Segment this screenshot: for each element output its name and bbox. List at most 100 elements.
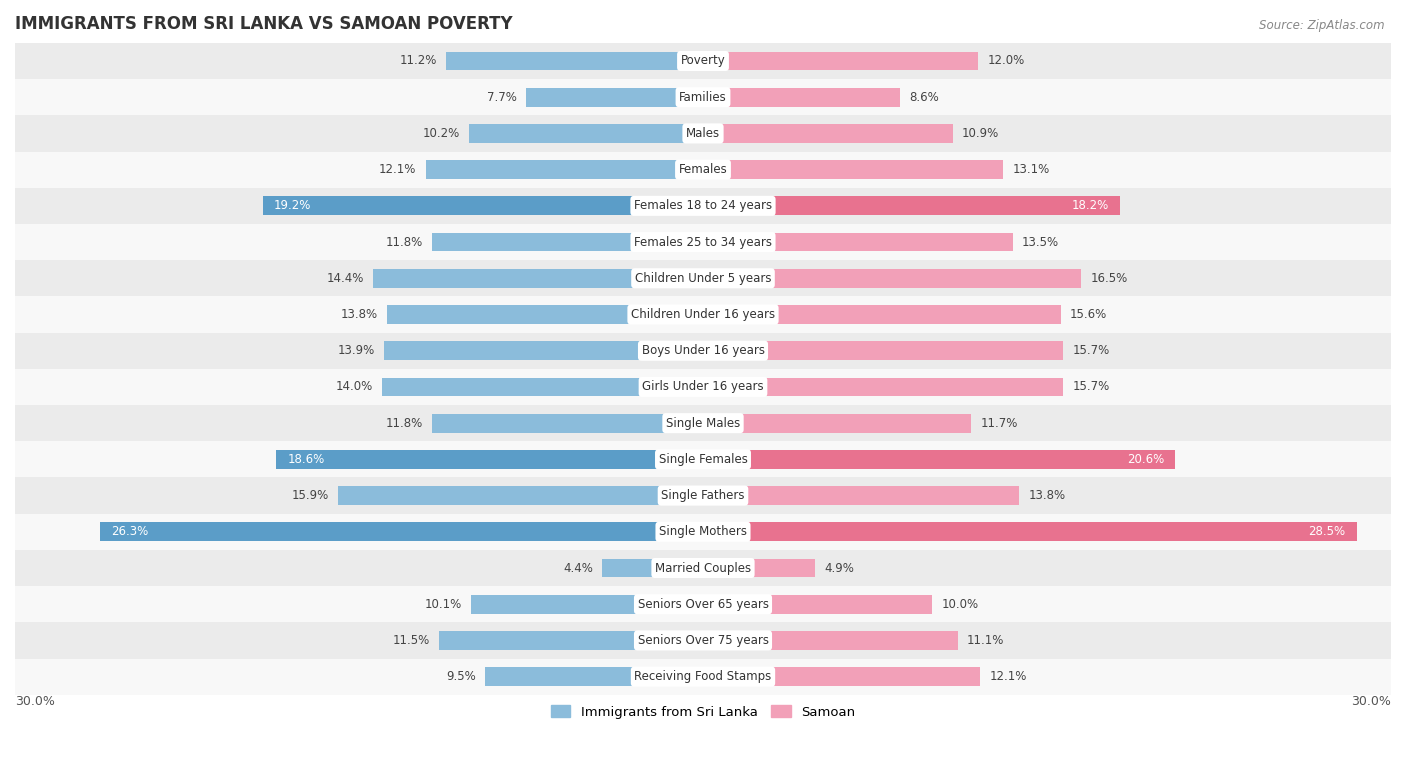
Bar [339, 486, 703, 505]
Text: Females: Females [679, 163, 727, 176]
Bar [277, 450, 703, 468]
Bar [703, 595, 932, 614]
Text: Source: ZipAtlas.com: Source: ZipAtlas.com [1260, 19, 1385, 32]
Bar [439, 631, 703, 650]
Text: Females 25 to 34 years: Females 25 to 34 years [634, 236, 772, 249]
Bar [15, 333, 1391, 369]
Text: 19.2%: 19.2% [274, 199, 312, 212]
Bar [15, 79, 1391, 115]
Bar [387, 305, 703, 324]
Text: 14.4%: 14.4% [326, 272, 364, 285]
Bar [703, 52, 979, 70]
Text: 13.1%: 13.1% [1012, 163, 1050, 176]
Bar [15, 622, 1391, 659]
Bar [703, 667, 980, 686]
Text: 10.0%: 10.0% [942, 598, 979, 611]
Bar [703, 233, 1012, 252]
Bar [15, 586, 1391, 622]
Text: Poverty: Poverty [681, 55, 725, 67]
Bar [15, 115, 1391, 152]
Bar [703, 196, 1121, 215]
Text: 18.6%: 18.6% [288, 453, 325, 466]
Legend: Immigrants from Sri Lanka, Samoan: Immigrants from Sri Lanka, Samoan [546, 700, 860, 724]
Bar [703, 559, 815, 578]
Bar [703, 88, 900, 107]
Text: Seniors Over 75 years: Seniors Over 75 years [637, 634, 769, 647]
Text: Single Fathers: Single Fathers [661, 489, 745, 502]
Text: 10.1%: 10.1% [425, 598, 463, 611]
Text: 28.5%: 28.5% [1308, 525, 1346, 538]
Bar [15, 188, 1391, 224]
Text: 11.8%: 11.8% [387, 236, 423, 249]
Text: Single Females: Single Females [658, 453, 748, 466]
Text: 18.2%: 18.2% [1071, 199, 1109, 212]
Bar [433, 414, 703, 433]
Text: Seniors Over 65 years: Seniors Over 65 years [637, 598, 769, 611]
Bar [263, 196, 703, 215]
Text: 15.6%: 15.6% [1070, 308, 1107, 321]
Text: Girls Under 16 years: Girls Under 16 years [643, 381, 763, 393]
Bar [703, 414, 972, 433]
Text: 8.6%: 8.6% [910, 91, 939, 104]
Bar [703, 124, 953, 143]
Text: 13.8%: 13.8% [340, 308, 377, 321]
Text: 14.0%: 14.0% [336, 381, 373, 393]
Text: 30.0%: 30.0% [1351, 695, 1391, 708]
Text: 13.5%: 13.5% [1022, 236, 1059, 249]
Text: 26.3%: 26.3% [111, 525, 149, 538]
Text: 15.9%: 15.9% [292, 489, 329, 502]
Text: 12.0%: 12.0% [987, 55, 1025, 67]
Bar [15, 478, 1391, 514]
Text: Males: Males [686, 127, 720, 140]
Bar [15, 152, 1391, 188]
Bar [373, 269, 703, 288]
Bar [703, 486, 1019, 505]
Bar [100, 522, 703, 541]
Text: 11.5%: 11.5% [392, 634, 430, 647]
Text: 13.9%: 13.9% [337, 344, 375, 357]
Bar [15, 224, 1391, 260]
Text: 11.7%: 11.7% [980, 417, 1018, 430]
Text: Children Under 16 years: Children Under 16 years [631, 308, 775, 321]
Text: 11.8%: 11.8% [387, 417, 423, 430]
Text: Children Under 5 years: Children Under 5 years [634, 272, 772, 285]
Bar [15, 441, 1391, 478]
Text: 13.8%: 13.8% [1029, 489, 1066, 502]
Bar [15, 296, 1391, 333]
Text: 4.4%: 4.4% [562, 562, 593, 575]
Text: Females 18 to 24 years: Females 18 to 24 years [634, 199, 772, 212]
Text: 10.2%: 10.2% [423, 127, 460, 140]
Bar [703, 341, 1063, 360]
Bar [703, 631, 957, 650]
Text: 15.7%: 15.7% [1073, 381, 1109, 393]
Bar [382, 377, 703, 396]
Bar [15, 659, 1391, 695]
Text: Boys Under 16 years: Boys Under 16 years [641, 344, 765, 357]
Text: 20.6%: 20.6% [1126, 453, 1164, 466]
Text: IMMIGRANTS FROM SRI LANKA VS SAMOAN POVERTY: IMMIGRANTS FROM SRI LANKA VS SAMOAN POVE… [15, 15, 513, 33]
Bar [15, 550, 1391, 586]
Text: 12.1%: 12.1% [380, 163, 416, 176]
Bar [15, 43, 1391, 79]
Bar [703, 450, 1175, 468]
Bar [602, 559, 703, 578]
Text: 11.1%: 11.1% [967, 634, 1004, 647]
Text: 16.5%: 16.5% [1091, 272, 1128, 285]
Bar [15, 369, 1391, 405]
Bar [703, 269, 1081, 288]
Text: Families: Families [679, 91, 727, 104]
Bar [15, 405, 1391, 441]
Text: Single Males: Single Males [666, 417, 740, 430]
Bar [384, 341, 703, 360]
Text: 11.2%: 11.2% [399, 55, 437, 67]
Bar [15, 514, 1391, 550]
Bar [703, 160, 1004, 179]
Text: Receiving Food Stamps: Receiving Food Stamps [634, 670, 772, 683]
Text: 12.1%: 12.1% [990, 670, 1026, 683]
Text: 9.5%: 9.5% [446, 670, 477, 683]
Bar [703, 377, 1063, 396]
Text: 7.7%: 7.7% [488, 91, 517, 104]
Text: 15.7%: 15.7% [1073, 344, 1109, 357]
Bar [703, 522, 1357, 541]
Bar [703, 305, 1060, 324]
